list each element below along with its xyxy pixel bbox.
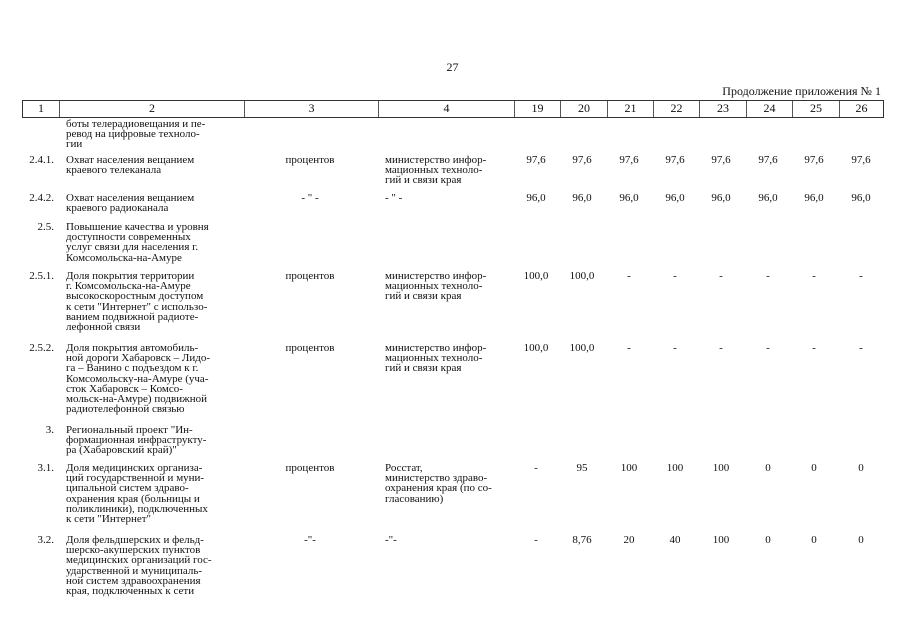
row-number: 2.5.1. [29, 270, 54, 282]
year-value: - [766, 342, 770, 354]
year-value: - [627, 342, 631, 354]
unit: - " - [301, 192, 319, 204]
year-value: 40 [669, 534, 681, 546]
data-source: -"- [385, 534, 397, 546]
data-source: - " - [385, 192, 403, 204]
year-value: - [534, 462, 538, 474]
unit: -"- [304, 534, 316, 546]
year-value: 97,6 [665, 154, 685, 166]
year-value: 96,0 [526, 192, 546, 204]
indicator-name: Доля фельдшерских и фельд- шерско-акушер… [66, 534, 212, 598]
header-cell: 25 [792, 101, 839, 117]
indicator-name: Доля покрытия автомобиль- ной дороги Хаб… [66, 342, 211, 416]
row-number: 2.4.1. [29, 154, 54, 166]
header-cell: 24 [746, 101, 792, 117]
year-value: 100,0 [523, 270, 549, 282]
year-value: - [719, 342, 723, 354]
year-value: 97,6 [711, 154, 731, 166]
year-value: 0 [811, 534, 817, 546]
year-value: 100 [620, 462, 638, 474]
year-value: 97,6 [804, 154, 824, 166]
year-value: 96,0 [804, 192, 824, 204]
row-number: 3.1. [37, 462, 55, 474]
year-value: - [812, 270, 816, 282]
data-source: министерство инфор- мационных техноло- г… [385, 270, 487, 303]
year-value: 97,6 [526, 154, 546, 166]
year-value: 100,0 [523, 342, 549, 354]
year-value: - [534, 534, 538, 546]
year-value: - [719, 270, 723, 282]
year-value: - [766, 270, 770, 282]
indicator-name: боты телерадиовещания и пе- ревод на циф… [66, 118, 206, 151]
year-value: 97,6 [619, 154, 639, 166]
year-value: 20 [623, 534, 635, 546]
header-cell: 3 [244, 101, 378, 117]
year-value: 0 [811, 462, 817, 474]
indicator-name: Охват населения вещанием краевого телека… [66, 154, 195, 177]
year-value: - [673, 270, 677, 282]
data-source: министерство инфор- мационных техноло- г… [385, 154, 487, 187]
row-number: 3.2. [37, 534, 55, 546]
year-value: 100,0 [569, 342, 595, 354]
row-number: 2.4.2. [29, 192, 54, 204]
year-value: 96,0 [851, 192, 871, 204]
row-number: 2.5.2. [29, 342, 54, 354]
year-value: 96,0 [758, 192, 778, 204]
indicator-name: Доля медицинских организа- ций государст… [66, 462, 208, 526]
year-value: 96,0 [572, 192, 592, 204]
year-value: 0 [858, 462, 864, 474]
header-cell: 26 [839, 101, 883, 117]
year-value: - [859, 342, 863, 354]
unit: процентов [285, 462, 335, 474]
continuation-label: Продолжение приложения № 1 [722, 84, 881, 98]
year-value: 100 [712, 462, 730, 474]
year-value: - [859, 270, 863, 282]
header-cell: 2 [59, 101, 244, 117]
year-value: 97,6 [851, 154, 871, 166]
indicator-name: Региональный проект "Ин- формационная ин… [66, 424, 207, 457]
year-value: 100,0 [569, 270, 595, 282]
year-value: 95 [576, 462, 588, 474]
year-value: 97,6 [572, 154, 592, 166]
header-cell: 21 [607, 101, 653, 117]
data-source: Росстат, министерство здраво- охранения … [385, 462, 492, 505]
header-cell: 1 [38, 101, 44, 115]
row-number: 2.5. [37, 221, 55, 233]
year-value: 0 [765, 534, 771, 546]
indicator-name: Охват населения вещанием краевого радиок… [66, 192, 195, 215]
unit: процентов [285, 270, 335, 282]
year-value: 0 [858, 534, 864, 546]
header-cell: 20 [560, 101, 607, 117]
year-value: 100 [666, 462, 684, 474]
unit: процентов [285, 342, 335, 354]
year-value: 8,76 [572, 534, 592, 546]
data-source: министерство инфор- мационных техноло- г… [385, 342, 487, 375]
year-value: 0 [765, 462, 771, 474]
table-header: 1 2 3 4 19 20 21 22 23 24 25 26 [22, 100, 884, 118]
year-value: - [673, 342, 677, 354]
year-value: 96,0 [619, 192, 639, 204]
year-value: 96,0 [711, 192, 731, 204]
year-value: 97,6 [758, 154, 778, 166]
header-cell: 4 [378, 101, 514, 117]
row-number: 3. [45, 424, 54, 436]
header-cell: 23 [699, 101, 746, 117]
indicator-name: Повышение качества и уровня доступности … [66, 221, 209, 264]
year-value: - [812, 342, 816, 354]
header-cell: 19 [514, 101, 560, 117]
year-value: 100 [712, 534, 730, 546]
header-cell: 22 [653, 101, 699, 117]
year-value: - [627, 270, 631, 282]
unit: процентов [285, 154, 335, 166]
page-number: 27 [446, 60, 459, 74]
indicator-name: Доля покрытия территории г. Комсомольска… [66, 270, 208, 334]
year-value: 96,0 [665, 192, 685, 204]
